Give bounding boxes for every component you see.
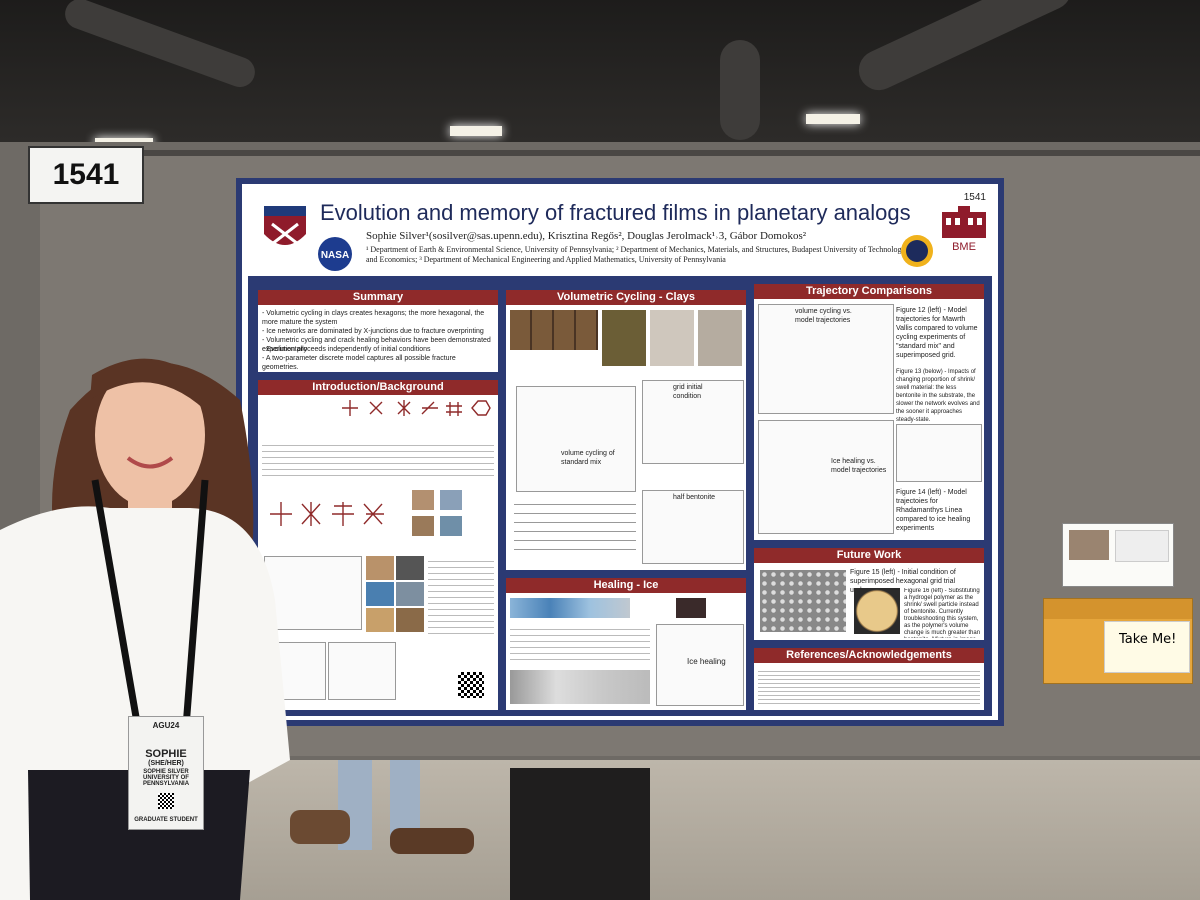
nasa-logo: NASA (318, 237, 352, 271)
section-heading: Future Work (754, 548, 984, 563)
penn-shield-logo (264, 206, 306, 246)
intro-junctions-figure (270, 490, 462, 536)
summary-bullet: - A two-parameter discrete model capture… (262, 355, 456, 371)
ceiling-light (806, 114, 860, 124)
section-heading: References/Acknowledgements (754, 648, 984, 663)
figure-12-caption: Figure 12 (left) - Model trajectories fo… (896, 307, 978, 359)
bme-building-logo: BME (942, 206, 986, 252)
venus-image (366, 608, 394, 632)
clay-image (602, 310, 646, 366)
plot-label: Ice healing (687, 657, 726, 666)
half-bentonite-plot: half bentonite (642, 490, 744, 564)
plot-label: volume cycling of standard mix (561, 450, 615, 466)
trajectory-section: Trajectory Comparisons volume cycling vs… (754, 284, 984, 540)
volumetric-section: Volumetric Cycling - Clays volume cyclin… (506, 290, 746, 570)
poster-affiliations: ¹ Department of Earth & Environmental Sc… (366, 245, 906, 264)
poster-header: NASA Evolution and memory of fractured f… (248, 190, 992, 271)
plot-label: grid initial condition (673, 384, 703, 400)
grid-initial-plot: grid initial condition (642, 380, 744, 464)
poster-number: 1541 (963, 192, 986, 203)
svg-text:NASA: NASA (321, 250, 349, 261)
intro-plot (264, 556, 362, 630)
badge-qr (158, 793, 174, 809)
envelope-flap (1044, 599, 1192, 619)
passerby-legs (290, 760, 474, 870)
clay-image (510, 310, 598, 350)
mars-image (396, 556, 424, 580)
ceiling-duct (60, 0, 260, 92)
venus-image (396, 608, 424, 632)
ceiling-duct (720, 40, 760, 140)
ceiling (0, 0, 1200, 150)
summary-bullet: - Evolution proceeds independently of in… (262, 346, 431, 353)
poster-authors: Sophie Silver¹(sosilver@sas.upenn.edu), … (366, 230, 807, 242)
summary-section: Summary - Volumetric cycling in clays cr… (258, 290, 498, 372)
section-heading: Summary (258, 290, 498, 305)
badge-role: GRADUATE STUDENT (134, 817, 198, 823)
europa-image (396, 582, 424, 606)
lab-emblem-logo (901, 235, 933, 267)
badge-name: SOPHIE (145, 748, 187, 760)
section-heading: Volumetric Cycling - Clays (506, 290, 746, 305)
summary-bullet: - Volumetric cycling in clays creates he… (262, 310, 485, 326)
plot-label: half bentonite (673, 494, 716, 501)
intro-symbols-figure (342, 400, 491, 416)
envelope-note: Take Me! (1119, 632, 1177, 647)
clay-image (698, 310, 742, 366)
trajectory-plot-2: Ice healing vs. model trajectories (758, 420, 894, 534)
handout-envelope: Take Me! (1043, 598, 1193, 684)
references-section: References/Acknowledgements (754, 648, 984, 710)
badge-event: AGU24 (152, 721, 180, 730)
healing-section: Healing - Ice Ice healing (506, 578, 746, 710)
section-heading: Introduction/Background (258, 380, 498, 395)
ice-image (510, 670, 650, 704)
intro-plot (328, 642, 396, 700)
volume-cycling-plot: volume cycling of standard mix (516, 386, 636, 492)
ice-healing-plot: Ice healing (656, 624, 744, 706)
intro-caption (262, 440, 494, 480)
plot-label: Ice healing vs. model trajectories (831, 458, 887, 474)
references-text (758, 668, 980, 706)
section-heading: Trajectory Comparisons (754, 284, 984, 299)
badge-pronouns: (SHE/HER) (148, 760, 184, 767)
future-work-section: Future Work Figure 15 (left) - Initial c… (754, 548, 984, 640)
summary-bullet: - Ice networks are dominated by X-juncti… (262, 328, 484, 335)
handout-card (1062, 523, 1174, 587)
ceiling-duct (852, 0, 1078, 97)
poster: NASA Evolution and memory of fractured f… (236, 178, 1004, 726)
svg-text:BME: BME (952, 241, 976, 252)
figure-14-caption: Figure 14 (left) - Model trajectoies for… (896, 489, 971, 532)
badge-full-name: SOPHIE SILVER (143, 769, 189, 775)
name-badge: AGU24 SOPHIE (SHE/HER) SOPHIE SILVER UNI… (128, 716, 204, 830)
poster-body: Summary - Volumetric cycling in clays cr… (248, 276, 992, 716)
figure-caption (428, 556, 494, 636)
figure-caption (510, 624, 650, 664)
plot-label: volume cycling vs. model trajectories (795, 308, 852, 324)
figure-caption (514, 496, 636, 556)
figure-16-caption: Figure 16 (left) - Substituting a hydrog… (904, 588, 981, 638)
section-heading: Healing - Ice (506, 578, 746, 593)
clay-image (650, 310, 694, 366)
europa-image (366, 582, 394, 606)
summary-bullet: - Volumetric cycling and crack healing b… (262, 337, 491, 353)
ceiling-light (450, 126, 502, 136)
badge-org: UNIVERSITY OF PENNSYLVANIA (142, 775, 190, 787)
qr-code (458, 672, 484, 698)
trajectory-plot-1: volume cycling vs. model trajectories (758, 304, 894, 414)
trajectory-plot-3 (896, 424, 982, 482)
hex-grid-image (760, 570, 846, 632)
figure-13-caption: Figure 13 (below) - Impacts of changing … (896, 369, 980, 423)
booth-number-card: 1541 (28, 146, 144, 204)
ice-image (510, 598, 630, 618)
mars-image (366, 556, 394, 580)
passerby-legs (510, 768, 650, 900)
ice-image (676, 598, 706, 618)
hydrogel-image (854, 588, 900, 634)
poster-title: Evolution and memory of fractured films … (320, 200, 911, 225)
intro-section: Introduction/Background (258, 380, 498, 710)
